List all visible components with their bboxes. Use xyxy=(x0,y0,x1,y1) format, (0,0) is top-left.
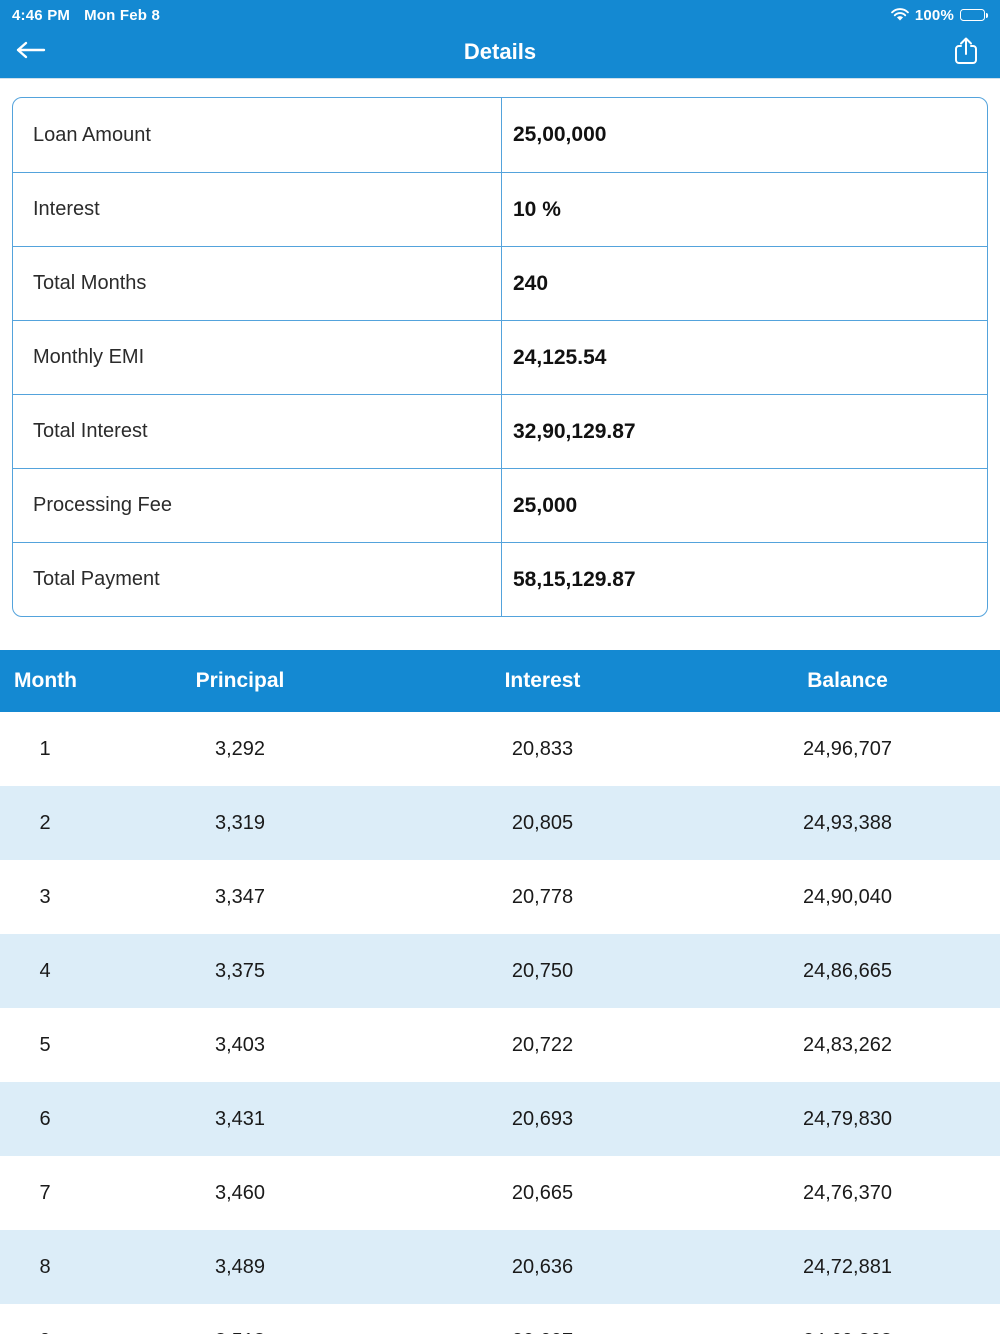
cell-principal: 3,319 xyxy=(214,811,266,834)
cell-interest: 20,778 xyxy=(511,885,574,908)
schedule-row: 6 3,431 20,693 24,79,830 xyxy=(0,1082,1000,1156)
detail-row-total-months: Total Months 240 xyxy=(13,246,987,320)
nav-separator xyxy=(0,78,1000,79)
cell-month: 9 xyxy=(0,1330,90,1334)
cell-interest: 20,722 xyxy=(511,1033,574,1056)
cell-interest: 20,607 xyxy=(390,1330,695,1334)
header-month: Month xyxy=(14,669,77,692)
cell-interest: 20,693 xyxy=(511,1107,574,1130)
cell-month: 3 xyxy=(39,885,51,908)
share-button[interactable] xyxy=(952,36,982,68)
detail-value: 32,90,129.87 xyxy=(501,395,987,468)
detail-label: Total Interest xyxy=(33,420,148,442)
detail-label: Total Months xyxy=(33,272,147,294)
cell-principal: 3,347 xyxy=(214,885,266,908)
detail-row-total-interest: Total Interest 32,90,129.87 xyxy=(13,394,987,468)
share-icon xyxy=(952,37,980,70)
cell-interest: 20,636 xyxy=(511,1255,574,1278)
cell-interest: 20,750 xyxy=(511,959,574,982)
detail-label: Processing Fee xyxy=(33,494,172,516)
header-interest: Interest xyxy=(504,669,581,692)
schedule-row: 8 3,489 20,636 24,72,881 xyxy=(0,1230,1000,1304)
detail-label: Total Payment xyxy=(33,568,160,590)
detail-row-total-payment: Total Payment 58,15,129.87 xyxy=(13,542,987,616)
cell-balance: 24,86,665 xyxy=(803,959,892,982)
cell-balance: 24,79,830 xyxy=(803,1107,892,1130)
detail-label: Interest xyxy=(33,198,100,220)
schedule-row: 5 3,403 20,722 24,83,262 xyxy=(0,1008,1000,1082)
detail-value: 24,125.54 xyxy=(501,321,987,394)
page-title: Details xyxy=(463,39,537,64)
cell-principal: 3,518 xyxy=(90,1330,390,1334)
status-bar: 4:46 PM Mon Feb 8 100% xyxy=(0,0,1000,26)
detail-label: Loan Amount xyxy=(33,123,151,146)
header-balance: Balance xyxy=(807,669,888,692)
cell-month: 1 xyxy=(39,737,51,760)
cell-interest: 20,833 xyxy=(511,737,574,760)
cell-month: 5 xyxy=(39,1033,51,1056)
cell-balance: 24,93,388 xyxy=(803,811,892,834)
status-date: Mon Feb 8 xyxy=(84,6,161,24)
detail-value: 25,000 xyxy=(501,469,987,542)
cell-balance: 24,76,370 xyxy=(803,1181,892,1204)
detail-value: 10 % xyxy=(501,173,987,246)
schedule-row: 2 3,319 20,805 24,93,388 xyxy=(0,786,1000,860)
schedule-row: 9 3,518 20,607 24,69,363 xyxy=(0,1304,1000,1334)
cell-principal: 3,460 xyxy=(214,1181,266,1204)
battery-icon xyxy=(960,9,988,21)
cell-month: 6 xyxy=(39,1107,51,1130)
back-button[interactable] xyxy=(14,37,48,67)
detail-row-loan-amount: Loan Amount 25,00,000 xyxy=(13,98,987,172)
schedule-row: 1 3,292 20,833 24,96,707 xyxy=(0,712,1000,786)
detail-value: 240 xyxy=(501,247,987,320)
cell-balance: 24,96,707 xyxy=(803,737,892,760)
cell-month: 7 xyxy=(39,1181,51,1204)
loan-details-table: Loan Amount 25,00,000 Interest 10 % Tota… xyxy=(12,97,988,617)
cell-principal: 3,292 xyxy=(214,737,266,760)
detail-value: 25,00,000 xyxy=(501,98,987,172)
schedule-row: 7 3,460 20,665 24,76,370 xyxy=(0,1156,1000,1230)
detail-label: Monthly EMI xyxy=(33,346,145,368)
cell-principal: 3,489 xyxy=(214,1255,266,1278)
schedule-row: 4 3,375 20,750 24,86,665 xyxy=(0,934,1000,1008)
status-time: 4:46 PM xyxy=(12,6,71,24)
cell-balance: 24,83,262 xyxy=(803,1033,892,1056)
schedule-row: 3 3,347 20,778 24,90,040 xyxy=(0,860,1000,934)
detail-row-interest: Interest 10 % xyxy=(13,172,987,246)
schedule-body: 1 3,292 20,833 24,96,707 2 3,319 20,805 … xyxy=(0,712,1000,1334)
cell-month: 4 xyxy=(39,959,51,982)
battery-percent: 100% xyxy=(914,6,954,24)
detail-value: 58,15,129.87 xyxy=(501,543,987,616)
cell-principal: 3,375 xyxy=(214,959,266,982)
back-arrow-icon xyxy=(14,41,46,64)
cell-principal: 3,403 xyxy=(214,1033,266,1056)
detail-row-monthly-emi: Monthly EMI 24,125.54 xyxy=(13,320,987,394)
cell-interest: 20,805 xyxy=(511,811,574,834)
cell-month: 2 xyxy=(39,811,51,834)
top-bar: 4:46 PM Mon Feb 8 100% xyxy=(0,0,1000,78)
amortization-schedule[interactable]: Month Principal Interest Balance 1 3,292… xyxy=(0,650,1000,1334)
cell-balance: 24,90,040 xyxy=(803,885,892,908)
cell-month: 8 xyxy=(39,1255,51,1278)
nav-bar: Details xyxy=(0,26,1000,78)
wifi-icon xyxy=(890,8,909,22)
detail-row-processing-fee: Processing Fee 25,000 xyxy=(13,468,987,542)
header-principal: Principal xyxy=(195,669,285,692)
cell-interest: 20,665 xyxy=(511,1181,574,1204)
cell-balance: 24,72,881 xyxy=(803,1255,892,1278)
cell-balance: 24,69,363 xyxy=(695,1330,1000,1334)
cell-principal: 3,431 xyxy=(214,1107,266,1130)
schedule-header-row: Month Principal Interest Balance xyxy=(0,650,1000,712)
